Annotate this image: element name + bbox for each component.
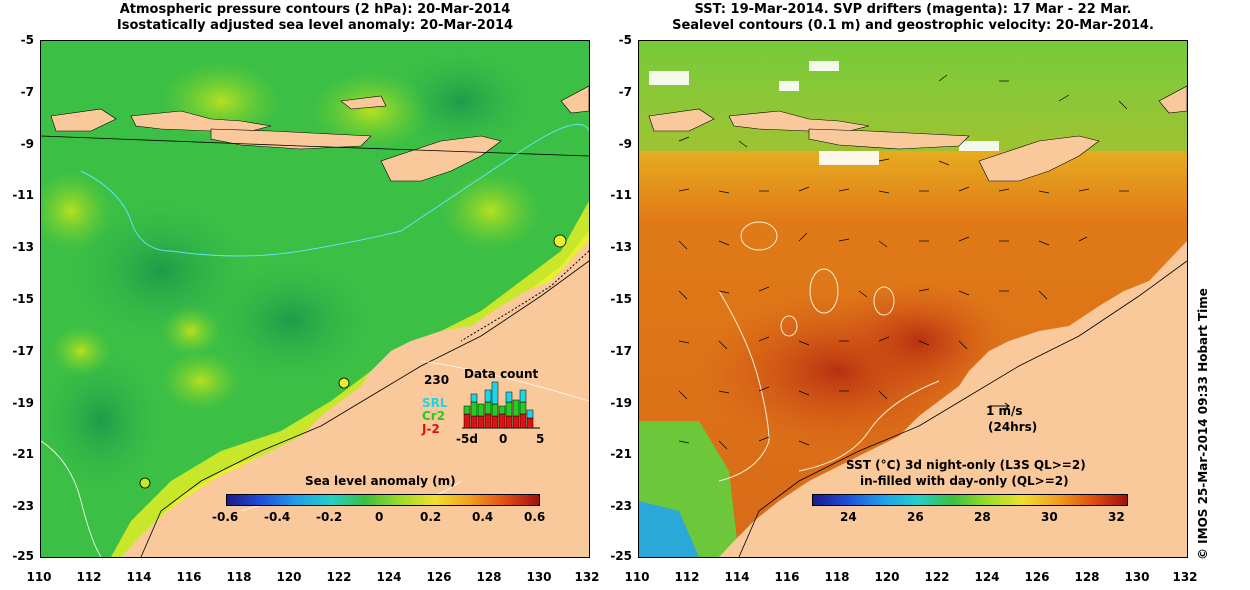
left-xtick: 120: [276, 570, 302, 584]
left-ytick: -15: [12, 292, 34, 306]
legend-j2: J-2: [422, 422, 440, 436]
right-xtick: 116: [774, 570, 800, 584]
sea-level-map-graphic: [41, 41, 589, 557]
right-title: SST: 19-Mar-2014. SVP drifters (magenta)…: [638, 2, 1188, 34]
right-xtick: 126: [1024, 570, 1050, 584]
right-xtick: 122: [924, 570, 950, 584]
left-ytick: -25: [12, 549, 34, 563]
right-xtick: 114: [724, 570, 750, 584]
legend-srl: SRL: [422, 396, 448, 410]
left-xtick: 126: [426, 570, 452, 584]
right-ytick: -23: [610, 499, 632, 513]
left-ytick: -7: [20, 85, 34, 99]
right-ytick: -15: [610, 292, 632, 306]
left-xtick: 124: [376, 570, 402, 584]
left-ytick: -17: [12, 344, 34, 358]
left-xtick: 118: [226, 570, 252, 584]
australia-land: [121, 241, 589, 557]
left-xtick: 128: [476, 570, 502, 584]
right-ytick: -5: [618, 33, 632, 47]
legend-cr2: Cr2: [422, 409, 446, 423]
sla-tick-4: 0: [375, 510, 384, 524]
right-ytick: -25: [610, 549, 632, 563]
sea-level-map[interactable]: [40, 40, 590, 558]
left-ytick: -5: [20, 33, 34, 47]
data-count-bars: [462, 381, 540, 429]
right-xtick: 110: [624, 570, 650, 584]
velocity-scale-sub: (24hrs): [988, 420, 1038, 434]
right-xtick: 112: [674, 570, 700, 584]
left-ytick: -11: [12, 188, 34, 202]
right-ytick: -19: [610, 396, 632, 410]
right-ytick: -9: [618, 137, 632, 151]
inset-xtick-0: 0: [499, 432, 508, 446]
data-count-inset: Data count 230 SRL Cr2 J-2 -5d 0 5: [420, 366, 550, 448]
data-count-max: 230: [424, 373, 450, 387]
sla-tick-3: -0.2: [316, 510, 343, 524]
left-ytick: -13: [12, 240, 34, 254]
velocity-scale-label: 1 m/s: [986, 404, 1023, 418]
sst-map-graphic: [639, 41, 1187, 557]
sla-tick-7: 0.6: [524, 510, 546, 524]
right-xtick: 120: [874, 570, 900, 584]
inset-xtick-5: 5: [536, 432, 545, 446]
sla-tick-1: -0.6: [212, 510, 239, 524]
left-xtick: 132: [574, 570, 600, 584]
right-ytick: -11: [610, 188, 632, 202]
left-xtick: 122: [326, 570, 352, 584]
right-ytick: -13: [610, 240, 632, 254]
sla-colorbar-title: Sea level anomaly (m): [305, 474, 456, 488]
left-xtick: 130: [526, 570, 552, 584]
left-xtick: 116: [176, 570, 202, 584]
left-title-line2: Isostatically adjusted sea level anomaly…: [116, 18, 514, 33]
sla-tick-6: 0.4: [472, 510, 494, 524]
sst-tick-32: 32: [1108, 510, 1125, 524]
left-ytick: -21: [12, 447, 34, 461]
left-ytick: -19: [12, 396, 34, 410]
sst-tick-30: 30: [1041, 510, 1058, 524]
sla-colorbar: [226, 494, 540, 506]
right-ytick: -7: [618, 85, 632, 99]
imos-credit: © IMOS 25-Mar-2014 09:33 Hobart Time: [1196, 288, 1210, 560]
right-xtick: 128: [1074, 570, 1100, 584]
left-title-line1: Atmospheric pressure contours (2 hPa): 2…: [119, 2, 511, 17]
data-count-title: Data count: [464, 367, 539, 381]
left-title: Atmospheric pressure contours (2 hPa): 2…: [40, 2, 590, 34]
right-xtick: 132: [1172, 570, 1198, 584]
sla-tick-2: -0.4: [264, 510, 291, 524]
sst-tick-24: 24: [840, 510, 857, 524]
sst-tick-26: 26: [907, 510, 924, 524]
right-ytick: -21: [610, 447, 632, 461]
left-ytick: -23: [12, 499, 34, 513]
sla-tick-5: 0.2: [420, 510, 442, 524]
right-xtick: 124: [974, 570, 1000, 584]
right-ytick: -17: [610, 344, 632, 358]
sst-tick-28: 28: [974, 510, 991, 524]
australia-land-sst: [719, 241, 1187, 557]
sst-colorbar-title-1: SST (°C) 3d night-only (L3S QL>=2): [846, 458, 1086, 472]
left-xtick: 112: [76, 570, 102, 584]
right-xtick: 118: [824, 570, 850, 584]
sst-map[interactable]: [638, 40, 1188, 558]
right-title-line2: Sealevel contours (0.1 m) and geostrophi…: [672, 18, 1154, 33]
left-xtick: 110: [26, 570, 52, 584]
sst-colorbar: [812, 494, 1128, 506]
right-title-line1: SST: 19-Mar-2014. SVP drifters (magenta)…: [694, 2, 1132, 17]
right-xtick: 130: [1124, 570, 1150, 584]
sst-colorbar-title-2: in-filled with day-only (QL>=2): [860, 474, 1069, 488]
left-xtick: 114: [126, 570, 152, 584]
inset-xtick-minus5: -5d: [456, 432, 478, 446]
left-ytick: -9: [20, 137, 34, 151]
